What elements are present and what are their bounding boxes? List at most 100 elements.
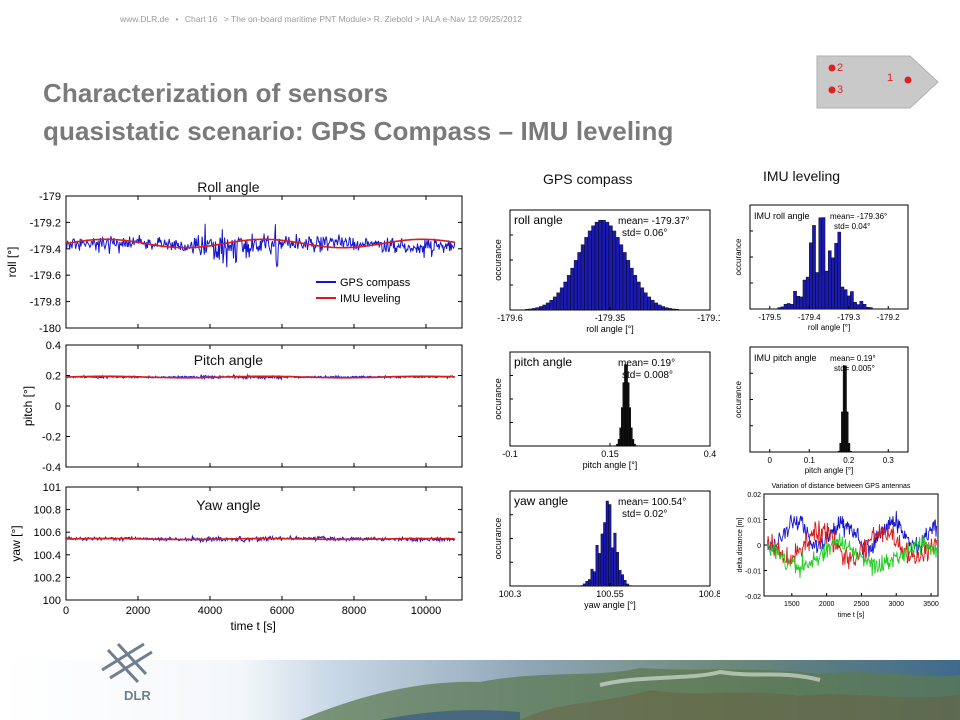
histogram-bar xyxy=(647,296,652,311)
annotation-mean: mean= -179.36° xyxy=(830,212,887,221)
histogram-bar xyxy=(821,217,826,310)
histogram-bar xyxy=(839,443,842,453)
histogram-bar xyxy=(643,292,648,311)
histogram-bar xyxy=(862,304,867,310)
histogram-bar xyxy=(828,250,832,310)
x-tick-label: 0.15 xyxy=(601,449,619,459)
histogram-bar xyxy=(605,500,609,587)
histogram-bar xyxy=(590,568,594,587)
histogram-bar xyxy=(528,308,533,311)
column-title-gps: GPS compass xyxy=(543,171,633,187)
x-axis-label: yaw angle [°] xyxy=(584,600,636,610)
header-chart-number: Chart 16 xyxy=(184,14,218,24)
series-green xyxy=(767,533,938,579)
y-tick-label: 0.01 xyxy=(747,518,761,525)
gps-pitch-histogram: -0.1 0.15 0.4 pitch angle [°] occurance pitch… xyxy=(493,351,717,470)
histogram-bar xyxy=(824,270,829,310)
x-tick-label: 2000 xyxy=(819,601,835,608)
y-axis-label: yaw [°] xyxy=(9,525,23,561)
histogram-bar xyxy=(805,276,810,310)
histogram-bar xyxy=(809,242,813,310)
histogram-bar xyxy=(818,217,823,310)
histogram-bar xyxy=(605,221,610,311)
histogram-bar xyxy=(675,309,680,311)
histogram-inner-title: yaw angle xyxy=(514,494,568,508)
histogram-bar xyxy=(796,295,800,310)
histogram-bar xyxy=(837,450,840,453)
header-site[interactable]: www.DLR.de xyxy=(120,14,170,24)
roll-angle-chart: -179 -179.2 -179.4 -179.6 -179.8 -180 Roll ang… xyxy=(5,179,463,335)
x-tick-label: 0.4 xyxy=(704,449,717,459)
y-tick-label: -179 xyxy=(39,191,61,203)
histogram-bar xyxy=(619,244,624,311)
annotation-mean: mean= -179.37° xyxy=(618,216,690,227)
histogram-bar xyxy=(552,296,557,311)
histogram-bar xyxy=(657,304,662,311)
page-title-line2: quasistatic scenario: GPS Compass – IMU … xyxy=(43,116,674,146)
histogram-bar xyxy=(627,382,630,447)
nav-badge-label-2: 2 xyxy=(837,62,844,74)
nav-badge-label-3: 3 xyxy=(837,84,844,96)
y-tick-label: 0.2 xyxy=(46,371,61,383)
nav-badge-shape xyxy=(816,55,939,109)
histogram-bar xyxy=(545,302,550,311)
histogram-bar xyxy=(595,544,599,587)
annotation-mean: mean= 0.19° xyxy=(618,358,675,369)
histogram-inner-title: roll angle xyxy=(514,213,563,227)
y-tick-label: 100.6 xyxy=(33,527,61,539)
histogram-bar xyxy=(598,220,603,311)
histogram-bar xyxy=(613,532,617,587)
histogram-bar xyxy=(846,411,849,453)
x-tick-label: 0 xyxy=(63,605,69,617)
column-title-imu: IMU leveling xyxy=(763,168,841,184)
histogram-bar xyxy=(869,307,873,310)
histogram-inner-title: IMU roll angle xyxy=(754,211,810,221)
plot-area xyxy=(749,346,909,453)
y-tick-label: 101 xyxy=(43,482,61,494)
header-separator: • xyxy=(175,14,179,24)
chart-title: Yaw angle xyxy=(196,497,261,513)
x-axis-label: roll angle [°] xyxy=(808,323,850,332)
y-tick-label: -179.4 xyxy=(30,244,61,256)
histogram-bar xyxy=(799,296,804,310)
y-tick-label: 0 xyxy=(757,543,761,550)
x-axis-label: pitch angle [°] xyxy=(805,466,854,475)
x-tick-label: -179.3 xyxy=(837,313,860,322)
histogram-bar xyxy=(668,308,673,311)
x-tick-label: 8000 xyxy=(342,605,366,617)
histogram-bar xyxy=(556,292,561,311)
y-tick-label: -0.4 xyxy=(42,462,61,474)
x-tick-label: -179.4 xyxy=(798,313,821,322)
x-tick-label: 100.8 xyxy=(699,589,720,599)
histogram-inner-title: IMU pitch angle xyxy=(754,353,817,363)
histogram-bar xyxy=(582,583,586,587)
y-tick-label: -179.6 xyxy=(30,270,61,282)
histogram-bar xyxy=(842,365,846,453)
annotation-mean: mean= 100.54° xyxy=(618,497,686,508)
x-tick-label: 0 xyxy=(768,456,773,465)
x-axis-label: pitch angle [°] xyxy=(583,460,638,470)
histogram-bar xyxy=(542,304,547,311)
x-tick-label: 3000 xyxy=(888,601,904,608)
histogram-bar xyxy=(865,307,870,310)
histogram-bar xyxy=(608,504,612,587)
x-tick-label: 1500 xyxy=(784,601,800,608)
y-axis-label: delta distance [m] xyxy=(737,518,744,573)
y-axis-label: occurance xyxy=(493,378,503,420)
nav-badge-label-1: 1 xyxy=(887,72,894,84)
histogram-bar xyxy=(616,443,619,447)
histogram-bar xyxy=(626,583,630,587)
chapter-nav-badge[interactable]: 2 3 1 xyxy=(815,54,940,110)
histogram-bar xyxy=(628,407,631,447)
histogram-bar xyxy=(618,570,622,587)
annotation-std: std= 0.06° xyxy=(622,228,667,239)
yaw-angle-chart: 101 100.8 100.6 100.4 100.2 1000 2000 4000 6000 8… xyxy=(9,482,463,633)
histogram-bar xyxy=(815,272,819,310)
histogram-bar xyxy=(802,279,807,310)
histogram-bar xyxy=(629,267,634,311)
histogram-bar xyxy=(615,551,619,587)
histogram-bar xyxy=(671,308,676,311)
histogram-bar xyxy=(620,407,623,447)
histogram-bar xyxy=(587,230,592,311)
histogram-bar xyxy=(622,382,625,447)
